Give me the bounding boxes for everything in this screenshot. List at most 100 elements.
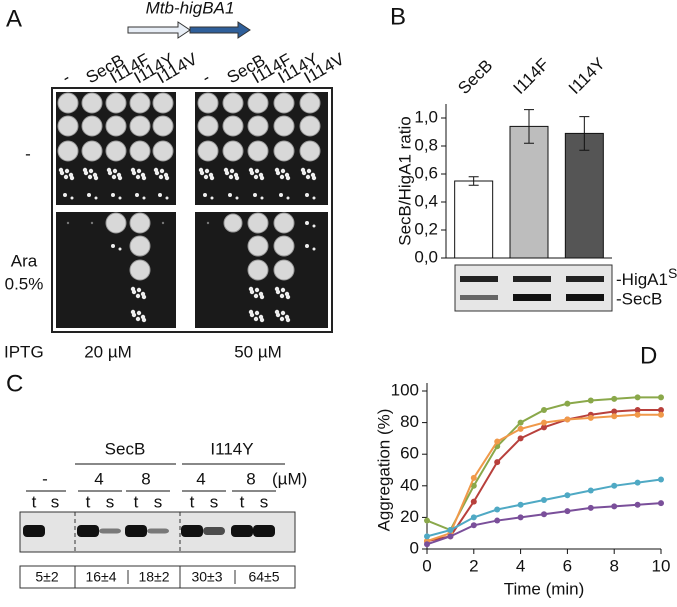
- colony: [285, 317, 291, 323]
- y-tick-label: 1,0: [414, 107, 438, 126]
- colony: [280, 310, 286, 316]
- spot: [273, 115, 295, 137]
- bar: [454, 180, 494, 259]
- inducer-label: IPTG: [4, 342, 44, 361]
- spot: [299, 115, 321, 137]
- blot-label-sup: Strep: [668, 265, 677, 281]
- lane-label: s: [210, 492, 219, 511]
- colony: [235, 196, 239, 200]
- colony: [259, 294, 265, 300]
- band: [203, 527, 225, 535]
- band: [566, 294, 604, 301]
- category-label: SecB: [454, 56, 496, 98]
- lanes: [23, 525, 275, 537]
- data-point: [634, 406, 641, 413]
- spots: [57, 92, 321, 323]
- quant-label: 16±4: [85, 569, 116, 585]
- colony: [154, 170, 160, 176]
- colony: [305, 193, 309, 197]
- colony: [136, 168, 142, 174]
- colony: [70, 196, 74, 200]
- colony: [312, 224, 316, 228]
- spot: [81, 92, 103, 114]
- band: [23, 525, 45, 537]
- colony: [136, 310, 142, 316]
- gene-label: Mtb-higBA1: [146, 0, 235, 17]
- gene-arrow: [189, 21, 251, 39]
- colony: [112, 168, 118, 174]
- colony: [63, 193, 67, 197]
- colony: [199, 170, 205, 176]
- data-point: [517, 435, 524, 442]
- column-label: -: [199, 68, 213, 87]
- data-point: [587, 414, 594, 421]
- y-tick-label: 60: [400, 444, 419, 463]
- y-tick-label: 100: [391, 380, 419, 399]
- data-point: [447, 533, 454, 540]
- spot: [247, 235, 269, 257]
- data-point: [658, 406, 664, 413]
- data-point: [541, 497, 547, 504]
- spot: [247, 115, 269, 137]
- data-point: [541, 424, 547, 431]
- row-label: Ara: [11, 251, 38, 270]
- colony: [135, 193, 139, 197]
- colony: [228, 193, 232, 197]
- quant-label: 30±3: [191, 569, 222, 585]
- colony: [234, 175, 240, 181]
- data-point: [611, 395, 618, 402]
- band: [99, 528, 121, 534]
- data-point: [517, 501, 524, 508]
- colony: [209, 175, 215, 181]
- concentration-label: 4: [94, 469, 103, 488]
- data-point: [470, 498, 477, 505]
- data-point: [517, 419, 524, 426]
- colony: [94, 196, 98, 200]
- data-point: [470, 514, 477, 521]
- lane-label: s: [260, 492, 269, 511]
- spot: [197, 140, 219, 162]
- y-tick-label: 0,2: [414, 219, 438, 238]
- colony: [253, 193, 257, 197]
- group-label: I114Y: [210, 439, 253, 458]
- colony: [118, 247, 122, 251]
- spot: [223, 213, 243, 233]
- lane-group-label: -: [42, 469, 48, 488]
- data-point: [634, 479, 641, 486]
- data-point: [634, 411, 641, 418]
- colony: [141, 317, 147, 323]
- gene-arrow: [127, 21, 191, 39]
- spot: [273, 235, 295, 257]
- colony: [117, 175, 123, 181]
- data-point: [541, 511, 547, 518]
- y-tick-label: 20: [400, 507, 419, 526]
- lane-label: t: [240, 492, 245, 511]
- data-point: [424, 517, 430, 524]
- spot: [129, 92, 151, 114]
- spot: [247, 212, 269, 234]
- colony: [118, 196, 122, 200]
- concentration-label: 8: [246, 469, 255, 488]
- quant-label: 64±5: [248, 569, 279, 585]
- concentration-label: 20 µM: [84, 342, 132, 361]
- colony: [135, 316, 141, 322]
- data-point: [564, 416, 571, 423]
- data-point: [611, 413, 618, 420]
- spot: [152, 140, 174, 162]
- band: [125, 525, 147, 537]
- colony: [259, 175, 265, 181]
- colony: [141, 175, 147, 181]
- colony: [159, 168, 165, 174]
- spot: [57, 140, 79, 162]
- colony: [158, 193, 162, 197]
- spot: [105, 92, 127, 114]
- lane-label: s: [51, 492, 60, 511]
- y-tick-label: 40: [400, 475, 419, 494]
- data-point: [634, 394, 641, 401]
- data-point: [587, 487, 594, 494]
- spot: [81, 140, 103, 162]
- colony: [136, 287, 142, 293]
- colony: [142, 196, 146, 200]
- blot: [454, 264, 613, 312]
- band: [460, 295, 498, 300]
